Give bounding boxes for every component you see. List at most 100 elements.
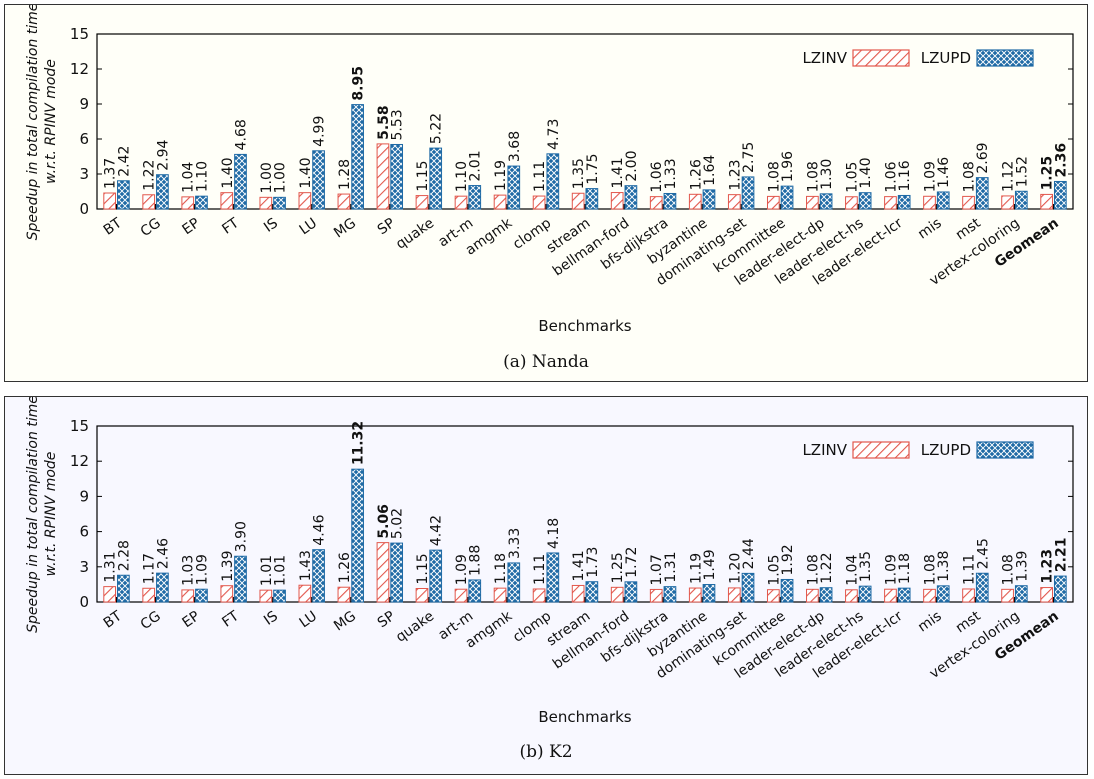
bar-value-label: 1.26: [688, 159, 704, 190]
legend-label-lzinv: LZINV: [802, 441, 847, 459]
bar-value-label: 1.23: [1040, 549, 1056, 584]
bar-value-label: 1.39: [1014, 551, 1030, 582]
bar-value-label: 1.35: [858, 551, 874, 582]
x-tick-label: BT: [101, 608, 125, 632]
bar-value-label: 1.49: [702, 549, 718, 580]
bar-lzinv: [610, 586, 624, 603]
bar-lzinv: [766, 589, 780, 603]
legend-label-lzinv: LZINV: [802, 49, 847, 67]
x-tick-label: BT: [101, 215, 125, 239]
bar-value-label: 2.36: [1053, 143, 1069, 178]
bar-value-label: 1.96: [780, 151, 796, 182]
bar-lzinv: [181, 589, 195, 603]
bar-lzupd: [897, 587, 911, 603]
bar-value-label: 1.16: [897, 160, 913, 191]
bar-lzinv: [845, 196, 858, 210]
bar-value-label: 4.42: [429, 515, 445, 546]
bar-value-label: 1.73: [585, 547, 601, 578]
bar-value-label: 1.26: [337, 552, 353, 583]
bar-lzupd: [780, 185, 794, 210]
bar-lzupd: [312, 150, 325, 210]
x-axis-label: Benchmarks: [538, 708, 631, 726]
bar-value-label: 1.20: [727, 553, 743, 584]
bar-value-label: 1.18: [493, 553, 509, 584]
x-tick-label: CG: [138, 608, 164, 633]
bar-lzinv: [923, 588, 936, 603]
bar-lzinv: [571, 192, 585, 210]
bar-value-label: 1.92: [780, 544, 796, 575]
bar-lzupd: [390, 542, 404, 603]
y-tick-label: 6: [79, 523, 89, 541]
bar-lzupd: [234, 555, 247, 603]
bar-lzinv: [454, 195, 468, 210]
bar-lzinv: [649, 196, 663, 210]
x-tick-label: FT: [219, 215, 242, 238]
y-axis-label: Speedup in total compilation time w.r.t. …: [25, 5, 59, 240]
bar-value-label: 1.08: [923, 554, 939, 585]
bar-value-label: 1.10: [454, 161, 470, 192]
bar-value-label: 1.01: [273, 555, 289, 586]
bar-lzupd: [546, 552, 560, 603]
bar-value-label: 1.22: [819, 553, 835, 584]
x-tick-label: FT: [219, 608, 242, 631]
bar-lzinv: [259, 589, 273, 603]
x-tick-label: quake: [393, 215, 437, 253]
bar-lzinv: [962, 195, 975, 210]
x-tick-label: CG: [138, 215, 164, 240]
bar-value-label: 1.11: [962, 554, 978, 585]
bar-lzinv: [610, 192, 624, 210]
bar-lzinv: [181, 196, 195, 210]
bar-value-label: 1.11: [532, 554, 548, 585]
bar-value-label: 1.03: [181, 555, 197, 586]
bar-lzupd: [1053, 180, 1067, 210]
bar-lzupd: [975, 177, 989, 210]
y-axis-label-line2: w.r.t. RPINV mode: [43, 452, 59, 577]
x-tick-label: SP: [375, 215, 398, 238]
bar-value-label: 1.52: [1014, 156, 1030, 187]
bar-value-label: 1.10: [194, 161, 210, 192]
legend-swatch-lzinv: [852, 441, 910, 459]
bar-value-label: 2.46: [155, 538, 171, 569]
bar-value-label: 1.17: [142, 553, 158, 584]
y-tick-label: 9: [79, 487, 89, 505]
x-tick-label: SP: [375, 608, 398, 631]
bar-lzupd: [858, 192, 872, 210]
y-axis-label: Speedup in total compilation time w.r.t. …: [25, 397, 59, 633]
x-tick-label: IS: [261, 608, 281, 629]
bar-lzupd: [273, 196, 286, 210]
y-tick-label: 15: [70, 417, 89, 435]
bar-value-label: 1.41: [571, 550, 587, 581]
bar-value-label: 1.19: [493, 160, 509, 191]
bar-lzinv: [884, 588, 897, 603]
bar-lzinv: [845, 589, 858, 603]
bar-value-label: 1.06: [649, 161, 665, 192]
bar-value-label: 5.06: [376, 504, 392, 539]
bar-value-label: 2.69: [975, 142, 991, 173]
bar-lzupd: [351, 468, 364, 603]
bar-lzinv: [806, 195, 819, 210]
bar-value-label: 1.37: [103, 158, 119, 189]
bar-lzinv: [493, 587, 507, 603]
bar-lzinv: [532, 588, 546, 603]
bar-value-label: 1.04: [181, 162, 197, 193]
x-tick-label: MG: [331, 215, 359, 241]
bar-lzupd: [624, 581, 638, 603]
bar-lzinv: [884, 196, 897, 210]
bar-lzinv: [649, 588, 663, 603]
bar-lzupd: [702, 584, 716, 603]
bar-lzupd: [1053, 575, 1067, 603]
bar-value-label: 5.58: [376, 105, 392, 140]
bar-value-label: 5.22: [429, 113, 445, 144]
bar-lzinv: [1040, 193, 1053, 210]
bar-value-label: 1.15: [415, 160, 431, 191]
bar-value-label: 1.05: [844, 162, 860, 193]
bar-value-label: 1.08: [1001, 554, 1017, 585]
legend-label-lzupd: LZUPD: [921, 441, 971, 459]
bar-lzinv: [962, 588, 975, 603]
chart-panel-k2: 0 3 6 9 12 15 Speedup in total compilation tim…: [4, 396, 1088, 775]
bar-lzinv: [571, 584, 585, 603]
bar-lzupd: [507, 165, 521, 210]
y-tick-label: 0: [79, 200, 89, 218]
bar-lzinv: [727, 587, 741, 603]
x-tick-label: mis: [915, 215, 945, 242]
